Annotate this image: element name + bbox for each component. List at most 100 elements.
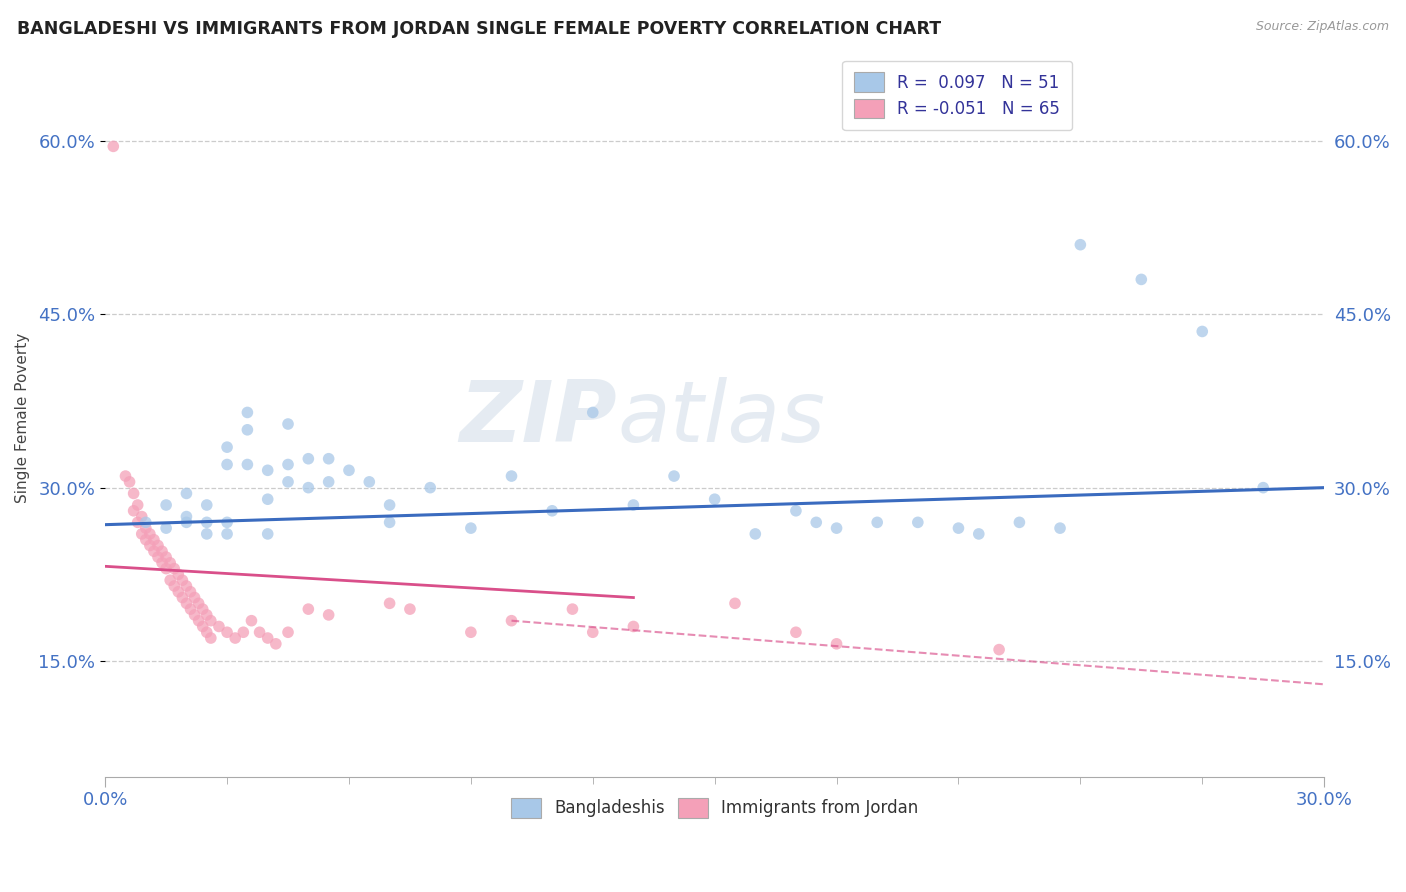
Text: atlas: atlas xyxy=(617,376,825,459)
Point xyxy=(236,423,259,437)
Point xyxy=(419,481,441,495)
Point xyxy=(195,625,218,640)
Point xyxy=(135,516,157,530)
Point xyxy=(1251,481,1274,495)
Point xyxy=(541,504,564,518)
Point xyxy=(135,521,157,535)
Point xyxy=(155,521,177,535)
Text: Source: ZipAtlas.com: Source: ZipAtlas.com xyxy=(1256,20,1389,33)
Point xyxy=(1069,237,1091,252)
Point xyxy=(155,550,177,565)
Point xyxy=(988,642,1011,657)
Point xyxy=(142,544,165,558)
Point xyxy=(256,527,278,541)
Point xyxy=(172,573,194,587)
Point xyxy=(200,614,222,628)
Point xyxy=(806,516,828,530)
Point xyxy=(1191,325,1213,339)
Point xyxy=(150,556,173,570)
Point xyxy=(460,521,482,535)
Y-axis label: Single Female Poverty: Single Female Poverty xyxy=(15,333,30,503)
Point xyxy=(561,602,583,616)
Point xyxy=(662,469,685,483)
Point xyxy=(159,556,181,570)
Point xyxy=(744,527,766,541)
Text: ZIP: ZIP xyxy=(460,376,617,459)
Legend: Bangladeshis, Immigrants from Jordan: Bangladeshis, Immigrants from Jordan xyxy=(502,790,927,826)
Point xyxy=(217,516,239,530)
Point xyxy=(155,561,177,575)
Point xyxy=(176,596,198,610)
Point xyxy=(256,463,278,477)
Point xyxy=(785,625,807,640)
Point xyxy=(176,579,198,593)
Point xyxy=(172,591,194,605)
Point xyxy=(127,498,149,512)
Point xyxy=(703,492,725,507)
Point xyxy=(208,619,231,633)
Point xyxy=(191,602,214,616)
Point xyxy=(1049,521,1071,535)
Point xyxy=(150,544,173,558)
Point xyxy=(256,631,278,645)
Point xyxy=(167,584,190,599)
Point xyxy=(501,469,523,483)
Point xyxy=(155,498,177,512)
Point xyxy=(907,516,929,530)
Point xyxy=(240,614,263,628)
Point xyxy=(378,596,401,610)
Point xyxy=(621,619,644,633)
Point xyxy=(318,607,340,622)
Point xyxy=(187,614,209,628)
Point xyxy=(297,481,319,495)
Point xyxy=(146,539,169,553)
Point xyxy=(195,607,218,622)
Point xyxy=(337,463,360,477)
Point xyxy=(378,516,401,530)
Point xyxy=(378,498,401,512)
Point xyxy=(236,458,259,472)
Point xyxy=(183,591,205,605)
Point xyxy=(122,486,145,500)
Point xyxy=(167,567,190,582)
Point xyxy=(135,533,157,547)
Point xyxy=(176,509,198,524)
Point xyxy=(217,458,239,472)
Point xyxy=(277,475,299,489)
Point xyxy=(249,625,271,640)
Point xyxy=(159,573,181,587)
Point xyxy=(621,498,644,512)
Point xyxy=(359,475,381,489)
Point xyxy=(948,521,970,535)
Point xyxy=(967,527,990,541)
Point xyxy=(163,579,186,593)
Point xyxy=(1008,516,1031,530)
Point xyxy=(195,527,218,541)
Point xyxy=(825,521,848,535)
Point xyxy=(146,550,169,565)
Point xyxy=(131,527,153,541)
Point xyxy=(176,516,198,530)
Point xyxy=(236,405,259,419)
Point xyxy=(399,602,422,616)
Point xyxy=(866,516,889,530)
Point xyxy=(179,584,201,599)
Point xyxy=(179,602,201,616)
Point xyxy=(825,637,848,651)
Point xyxy=(318,475,340,489)
Point xyxy=(785,504,807,518)
Point xyxy=(122,504,145,518)
Point xyxy=(224,631,246,645)
Point xyxy=(318,451,340,466)
Point xyxy=(501,614,523,628)
Point xyxy=(195,498,218,512)
Point xyxy=(460,625,482,640)
Point xyxy=(277,625,299,640)
Point xyxy=(724,596,747,610)
Point xyxy=(103,139,125,153)
Text: BANGLADESHI VS IMMIGRANTS FROM JORDAN SINGLE FEMALE POVERTY CORRELATION CHART: BANGLADESHI VS IMMIGRANTS FROM JORDAN SI… xyxy=(17,20,941,37)
Point xyxy=(195,516,218,530)
Point xyxy=(200,631,222,645)
Point xyxy=(217,440,239,454)
Point xyxy=(183,607,205,622)
